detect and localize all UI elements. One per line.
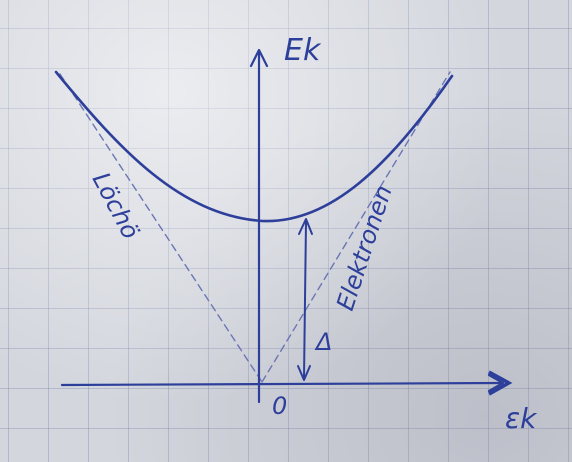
origin-label: 0 [272,392,287,420]
y-axis-label: Ek [284,33,322,68]
horizontal-axis [60,370,513,396]
electrons-label: Elektronen [331,182,398,314]
horizontal-axis-arrowhead [487,373,505,393]
holes-label: Löchö [87,168,145,244]
vertical-axis-arrowhead [249,48,269,68]
gap-label: Δ [314,328,332,356]
electrons-asymptote-line [261,71,451,383]
dispersion-curve [54,70,454,223]
x-axis-label: εk [505,402,538,435]
gap-arrow-line [303,221,307,379]
gap-arrow-top-head [298,218,313,235]
holes-asymptote-line [59,73,263,383]
gap-arrow-bottom-head [297,365,311,381]
